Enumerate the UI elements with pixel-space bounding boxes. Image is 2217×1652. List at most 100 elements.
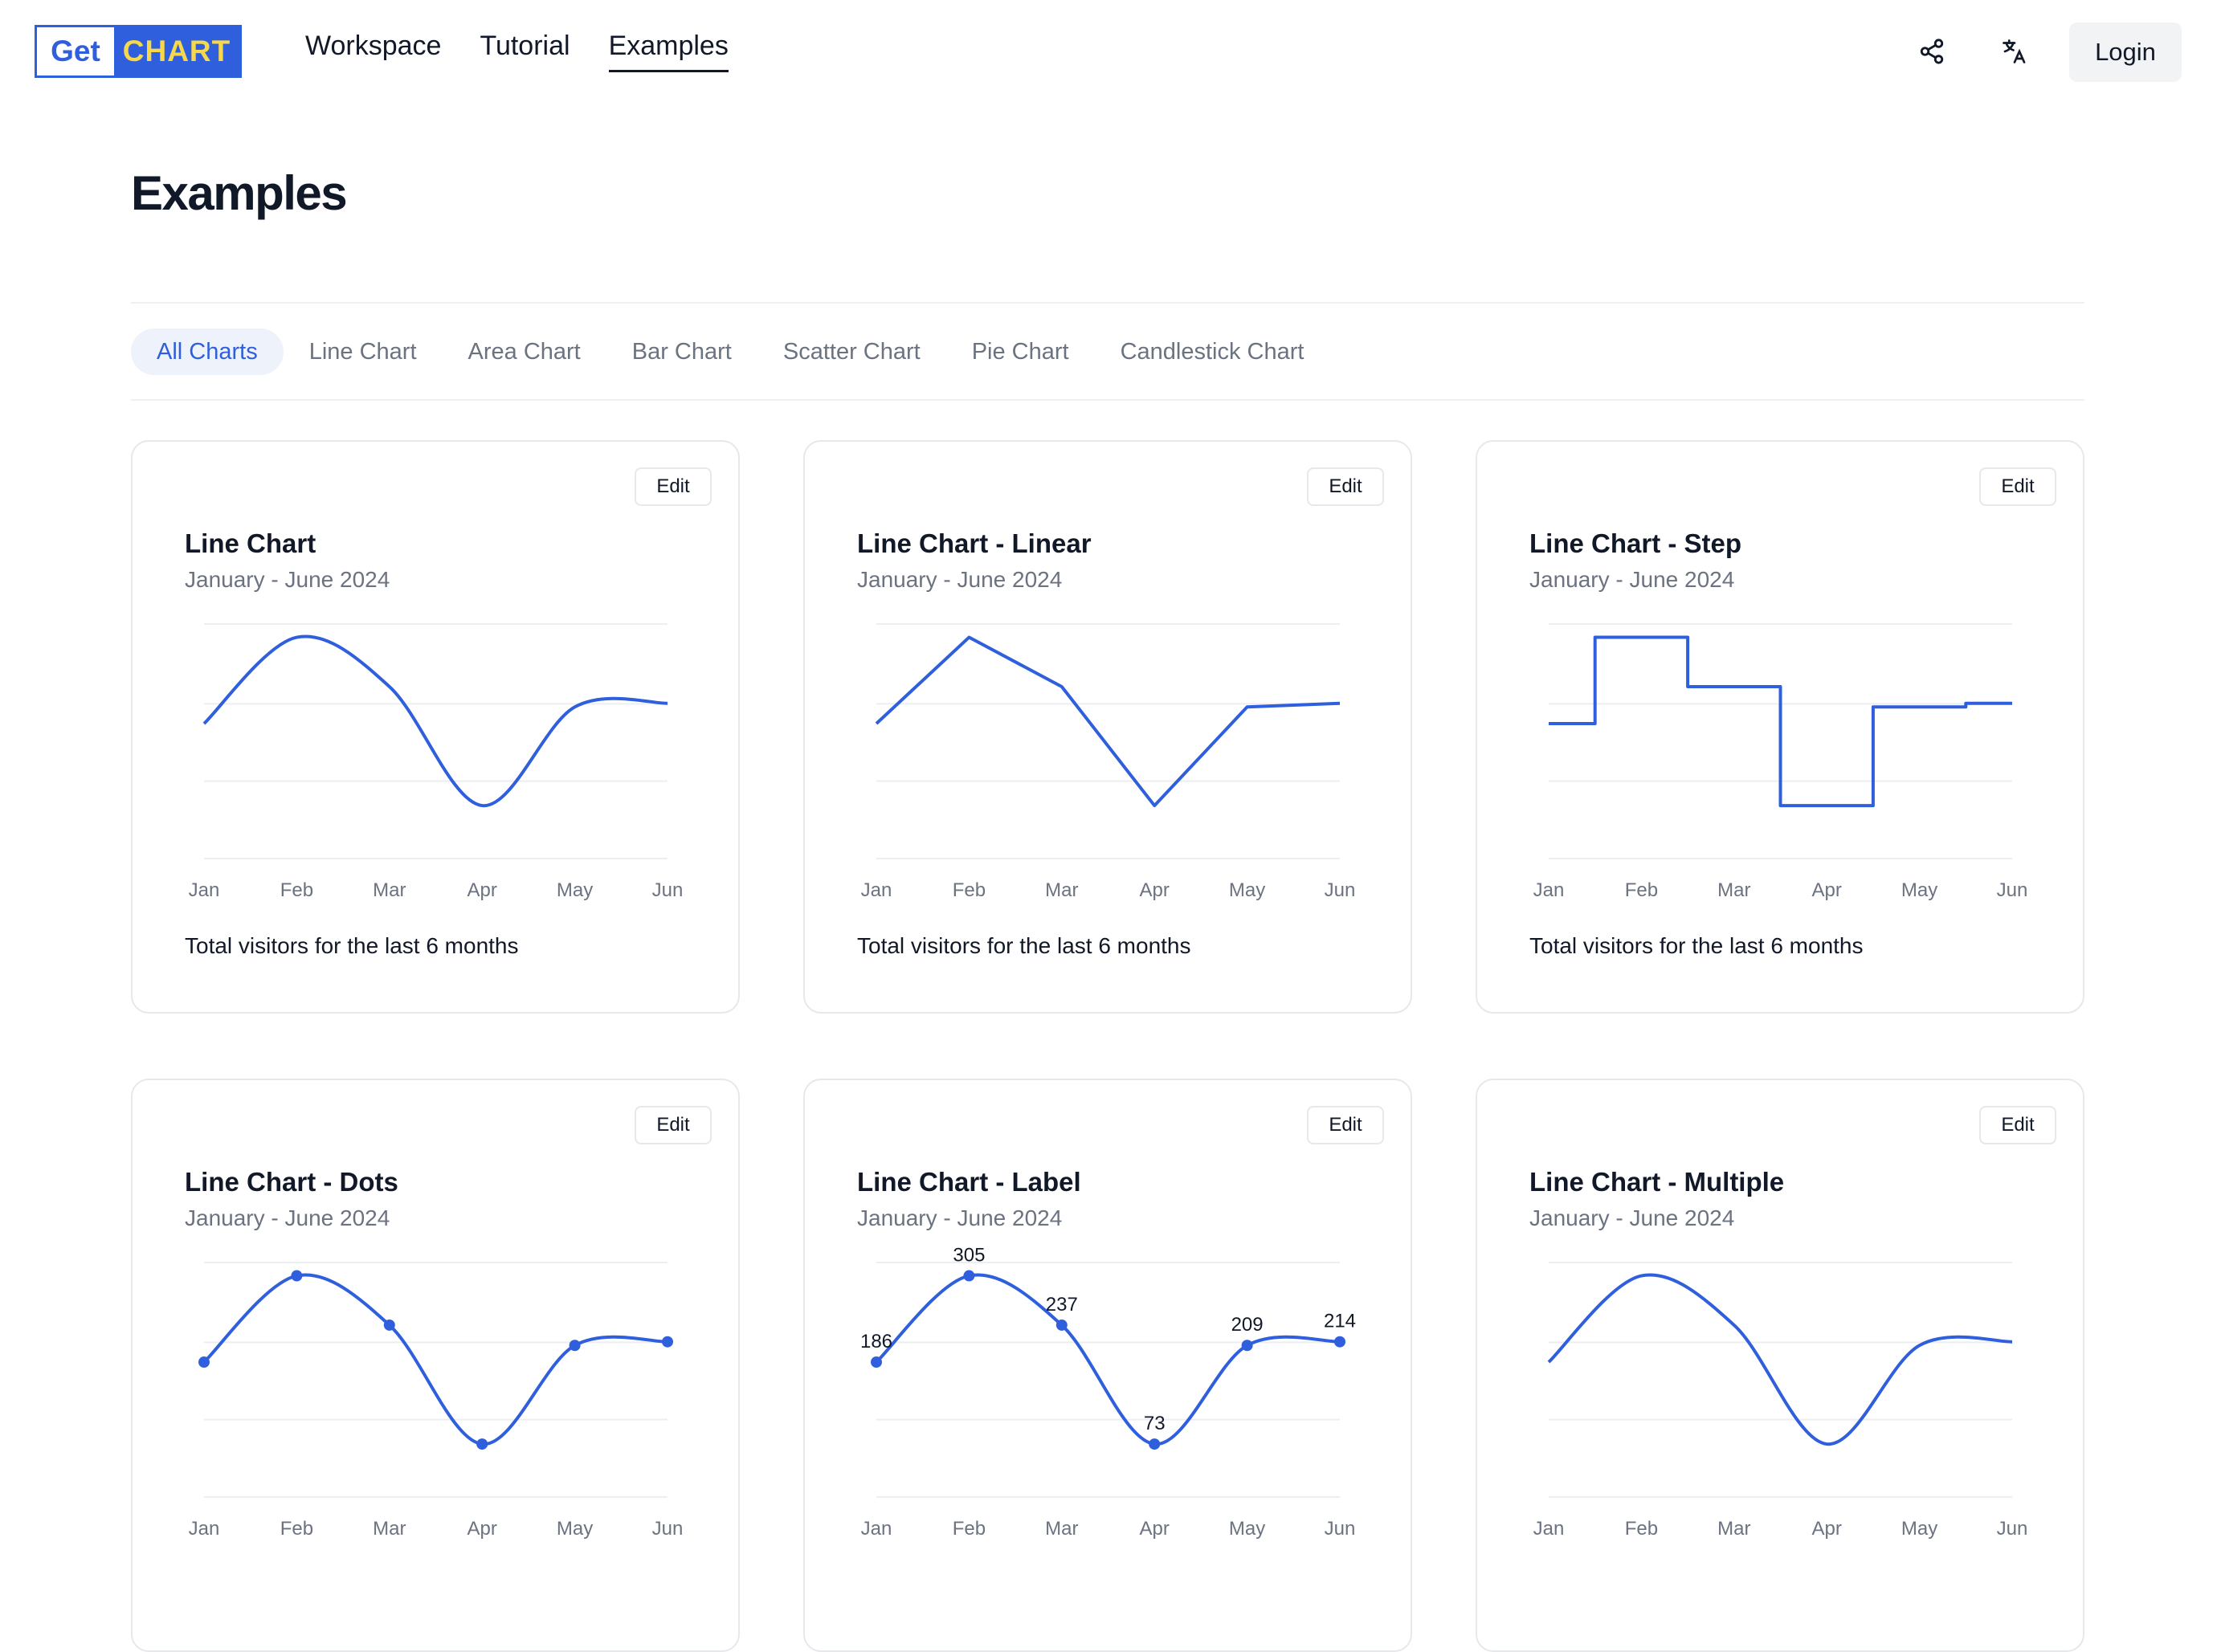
logo-chart: CHART <box>114 27 239 75</box>
line-chart: Jan Feb Mar Apr May Jun 186 305 237 73 209 214 <box>860 1245 1356 1540</box>
filter-pie-chart[interactable]: Pie Chart <box>971 338 1069 365</box>
data-label: 73 <box>1144 1413 1166 1434</box>
login-button[interactable]: Login <box>2069 22 2182 82</box>
filter-all-charts[interactable]: All Charts <box>131 328 284 375</box>
x-tick-label: Jan <box>189 1518 220 1540</box>
x-tick-label: Feb <box>280 879 313 901</box>
data-label: 209 <box>1231 1314 1264 1336</box>
chart-card: Edit Line Chart - Linear January - June … <box>803 440 1412 1014</box>
edit-button[interactable]: Edit <box>1307 1106 1384 1144</box>
data-label: 186 <box>860 1331 892 1352</box>
data-point <box>662 1336 673 1348</box>
card-footer: Total visitors for the last 6 months <box>857 933 1191 958</box>
x-tick-label: Feb <box>280 1518 313 1540</box>
share-icon[interactable] <box>1909 29 1954 74</box>
x-tick-label: Jan <box>861 1518 892 1540</box>
x-tick-label: Jan <box>1533 1518 1565 1540</box>
card-footer: Total visitors for the last 6 months <box>185 933 519 958</box>
x-tick-label: Jun <box>1325 879 1356 901</box>
chart-card: Edit Line Chart - Step January - June 20… <box>1476 440 2084 1014</box>
filter-bar-chart[interactable]: Bar Chart <box>631 338 732 365</box>
card-subtitle: January - June 2024 <box>857 1205 1063 1230</box>
filter-divider-top <box>131 302 2084 304</box>
card-subtitle: January - June 2024 <box>1529 567 1735 592</box>
chart-card: Edit Line Chart - Label January - June 2… <box>803 1079 1412 1652</box>
filter-area-chart[interactable]: Area Chart <box>467 338 581 365</box>
card-title: Line Chart <box>185 528 316 558</box>
data-point <box>1334 1336 1345 1348</box>
series-line <box>875 1273 1341 1446</box>
line-chart: Jan Feb Mar Apr May Jun <box>861 623 1356 901</box>
line-chart: Jan Feb Mar Apr May Jun <box>189 1262 683 1540</box>
card-subtitle: January - June 2024 <box>185 1205 390 1230</box>
x-tick-label: Apr <box>1140 1518 1170 1540</box>
data-point <box>291 1270 303 1282</box>
card-subtitle: January - June 2024 <box>857 567 1063 592</box>
x-tick-label: Apr <box>467 879 497 901</box>
edit-button[interactable]: Edit <box>635 467 712 506</box>
chart-card: Edit Line Chart January - June 2024 Jan F… <box>131 440 740 1014</box>
chart-card: Edit Line Chart - Dots January - June 20… <box>131 1079 740 1652</box>
x-tick-label: May <box>557 879 593 901</box>
data-point <box>963 1270 975 1282</box>
x-tick-label: Mar <box>1717 879 1750 901</box>
translate-icon[interactable] <box>1992 29 2037 74</box>
x-tick-label: Mar <box>1045 1518 1078 1540</box>
data-point <box>1055 1319 1068 1331</box>
data-point <box>476 1438 488 1450</box>
x-tick-label: Jun <box>1325 1518 1356 1540</box>
nav-links: Workspace Tutorial Examples <box>305 31 729 72</box>
getchart-logo[interactable]: Get CHART <box>35 25 242 78</box>
x-tick-label: Apr <box>1812 879 1842 901</box>
logo-get: Get <box>37 27 114 75</box>
x-tick-label: May <box>1229 879 1265 901</box>
filter-candlestick-chart[interactable]: Candlestick Chart <box>1120 338 1304 365</box>
data-label: 305 <box>953 1245 985 1267</box>
x-tick-label: Jun <box>652 879 684 901</box>
nav-workspace[interactable]: Workspace <box>305 31 442 61</box>
top-navigation: Get CHART Workspace Tutorial Examples Lo… <box>0 0 2217 104</box>
nav-tutorial[interactable]: Tutorial <box>480 31 570 61</box>
card-subtitle: January - June 2024 <box>185 567 390 592</box>
data-point <box>1241 1340 1253 1352</box>
x-tick-label: Apr <box>1140 879 1170 901</box>
x-tick-label: May <box>1901 1518 1937 1540</box>
page-title: Examples <box>131 166 348 220</box>
x-tick-label: Jun <box>1997 1518 2028 1540</box>
filter-scatter-chart[interactable]: Scatter Chart <box>782 338 921 365</box>
x-tick-label: Mar <box>373 1518 406 1540</box>
x-tick-label: Feb <box>1625 1518 1658 1540</box>
x-tick-label: Feb <box>953 1518 986 1540</box>
filter-divider-bottom <box>131 399 2084 401</box>
data-point <box>198 1356 210 1369</box>
line-chart: Jan Feb Mar Apr May Jun <box>1533 1262 2028 1540</box>
x-tick-label: Mar <box>373 879 406 901</box>
chart-card: Edit Line Chart - Multiple January - Jun… <box>1476 1079 2084 1652</box>
x-tick-label: May <box>1229 1518 1265 1540</box>
card-footer: Total visitors for the last 6 months <box>1529 933 1864 958</box>
card-title: Line Chart - Label <box>857 1167 1081 1197</box>
x-tick-label: Jan <box>189 879 220 901</box>
series-line <box>202 634 668 808</box>
edit-button[interactable]: Edit <box>635 1106 712 1144</box>
x-tick-label: May <box>1901 879 1937 901</box>
series-line <box>202 1273 668 1446</box>
data-label: 237 <box>1046 1294 1078 1315</box>
x-tick-label: May <box>557 1518 593 1540</box>
x-tick-label: Jun <box>1997 879 2028 901</box>
edit-button[interactable]: Edit <box>1307 467 1384 506</box>
series-line <box>875 635 1341 808</box>
x-tick-label: Mar <box>1045 879 1078 901</box>
series-line <box>1549 635 2012 808</box>
x-tick-label: Jan <box>1533 879 1565 901</box>
edit-button[interactable]: Edit <box>1979 467 2056 506</box>
edit-button[interactable]: Edit <box>1979 1106 2056 1144</box>
card-subtitle: January - June 2024 <box>1529 1205 1735 1230</box>
chart-filter-tabs: All Charts Line Chart Area Chart Bar Cha… <box>131 328 1329 375</box>
card-title: Line Chart - Step <box>1529 528 1742 558</box>
line-chart: Jan Feb Mar Apr May Jun <box>1533 623 2028 901</box>
x-tick-label: Apr <box>467 1518 497 1540</box>
nav-examples[interactable]: Examples <box>608 31 729 72</box>
x-tick-label: Apr <box>1812 1518 1842 1540</box>
filter-line-chart[interactable]: Line Chart <box>308 338 417 365</box>
